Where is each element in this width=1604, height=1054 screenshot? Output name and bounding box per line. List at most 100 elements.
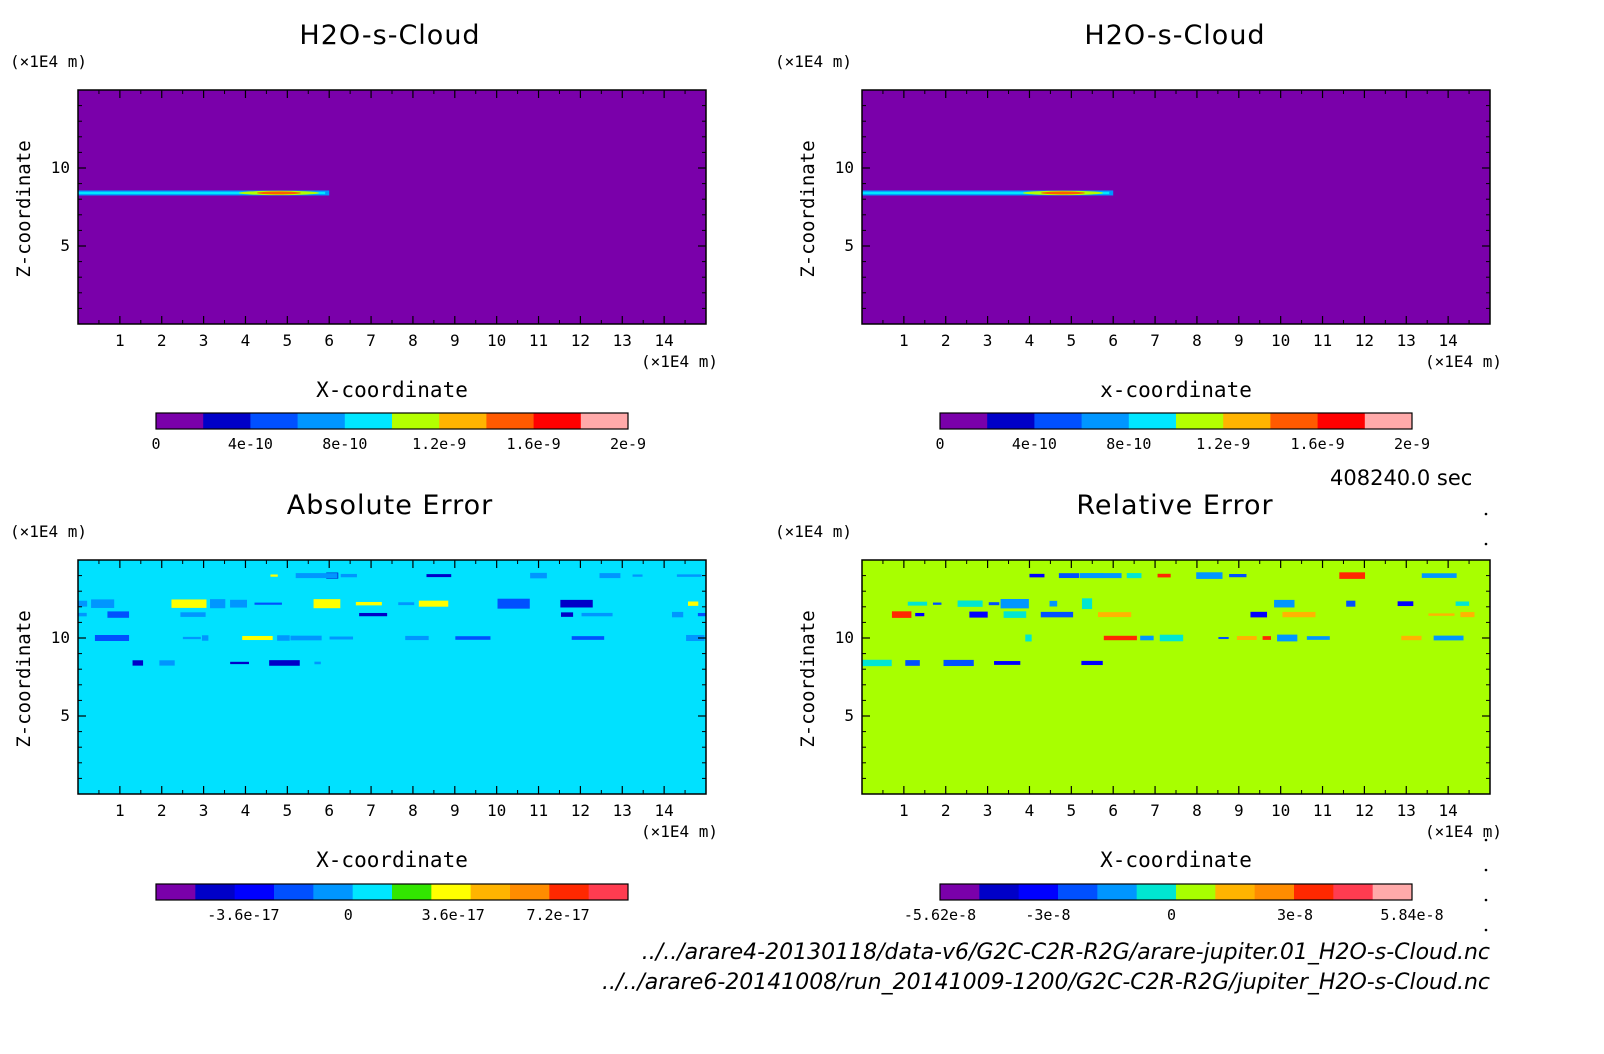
x-tick-label: 12: [571, 801, 590, 820]
x-tick-label: 13: [613, 801, 632, 820]
error-patch: [915, 612, 925, 617]
error-patch: [329, 636, 354, 640]
colorbar-segment: [979, 884, 1020, 900]
x-tick-label: 6: [1108, 801, 1118, 820]
x-unit-label: (×1E4 m): [641, 822, 718, 841]
error-patch: [132, 660, 144, 666]
error-patch: [1306, 636, 1330, 640]
colorbar-tick-label: 3.6e-17: [422, 906, 485, 924]
colorbar-segment: [1333, 884, 1374, 900]
error-patch: [313, 599, 341, 609]
x-tick-label: 9: [1234, 801, 1244, 820]
colorbar-segment: [1034, 413, 1083, 429]
x-tick-label: 11: [1313, 801, 1332, 820]
error-patch: [1081, 660, 1103, 666]
error-patch: [159, 660, 175, 666]
error-patch: [1277, 634, 1298, 642]
colorbar-segment: [195, 884, 236, 900]
error-patch: [359, 612, 388, 617]
x-tick-label: 2: [157, 801, 167, 820]
colorbar-tick-label: 0: [935, 435, 944, 453]
error-patch: [862, 659, 892, 667]
error-patch: [1282, 611, 1316, 618]
error-patch: [1250, 611, 1268, 618]
error-patch: [943, 659, 974, 667]
colorbar-segment: [203, 413, 251, 429]
x-tick-label: 2: [941, 331, 951, 350]
x-tick-label: 13: [1397, 331, 1416, 350]
error-patch: [1000, 598, 1029, 609]
error-patch: [1428, 613, 1455, 616]
colorbar-segment: [940, 413, 988, 429]
x-tick-label: 2: [941, 801, 951, 820]
colorbar-tick-label: 7.2e-17: [526, 906, 589, 924]
x-tick-label: 3: [983, 331, 993, 350]
error-patch: [1029, 573, 1045, 578]
error-patch: [632, 574, 643, 577]
colorbar-tick-label: 8e-10: [322, 435, 367, 453]
colorbar-tick-label: 0: [151, 435, 160, 453]
x-axis-label: X-coordinate: [1100, 848, 1252, 872]
error-patch: [688, 601, 699, 606]
error-patch: [405, 635, 429, 641]
error-patch: [78, 600, 88, 607]
x-unit-label: (×1E4 m): [1425, 352, 1502, 371]
x-tick-label: 4: [1025, 331, 1035, 350]
colorbar-segment: [344, 413, 393, 429]
colorbar-segment: [987, 413, 1035, 429]
error-patch: [1040, 611, 1074, 618]
error-patch: [1401, 635, 1422, 641]
y-axis-label: Z-coordinate: [13, 610, 35, 747]
error-patch: [1058, 573, 1080, 579]
x-tick-label: 12: [1355, 331, 1374, 350]
error-patch: [171, 599, 207, 608]
error-patch: [254, 602, 282, 605]
cloud-layer-core: [862, 191, 1110, 195]
error-patch: [1218, 636, 1229, 640]
colorbar-segment: [1081, 413, 1130, 429]
error-patch: [1003, 611, 1027, 618]
heatmap-features: [78, 190, 330, 196]
x-tick-label: 12: [571, 331, 590, 350]
x-tick-label: 6: [1108, 331, 1118, 350]
error-patch: [676, 574, 702, 577]
error-patch: [455, 636, 491, 640]
error-patch: [686, 634, 705, 642]
error-patch: [107, 611, 130, 618]
error-patch: [290, 635, 322, 641]
error-patch: [230, 599, 247, 608]
y-axis-label: Z-coordinate: [797, 610, 819, 747]
colorbar-tick-label: 0: [1167, 906, 1176, 924]
colorbar-segment: [156, 884, 196, 900]
cloud-layer-core: [78, 191, 326, 195]
error-patch: [1262, 636, 1271, 640]
error-patch: [1346, 600, 1356, 607]
x-tick-label: 8: [1192, 801, 1202, 820]
colorbar-tick-label: 4e-10: [228, 435, 273, 453]
error-patch: [1460, 612, 1475, 618]
x-tick-label: 6: [324, 801, 334, 820]
panel-title: Relative Error: [1076, 490, 1274, 521]
x-tick-label: 7: [366, 801, 376, 820]
x-tick-label: 4: [241, 331, 251, 350]
x-tick-label: 8: [1192, 331, 1202, 350]
error-patch: [497, 598, 530, 609]
colorbar-segment: [510, 884, 550, 900]
y-axis-label: Z-coordinate: [797, 140, 819, 277]
error-patch: [398, 602, 415, 606]
x-tick-label: 13: [1397, 801, 1416, 820]
colorbar-segment: [431, 884, 472, 900]
colorbar-segment: [588, 884, 629, 900]
error-patch: [1025, 634, 1032, 642]
z-unit-label: (×1E4 m): [775, 52, 853, 71]
error-patch: [969, 611, 988, 618]
x-tick-label: 4: [241, 801, 251, 820]
error-patch: [1274, 599, 1295, 608]
error-patch: [201, 635, 209, 641]
x-tick-label: 3: [199, 801, 209, 820]
x-tick-label: 11: [529, 801, 548, 820]
colorbar-segment: [1364, 413, 1413, 429]
heatmap-features: [862, 190, 1114, 196]
x-tick-label: 11: [1313, 331, 1332, 350]
